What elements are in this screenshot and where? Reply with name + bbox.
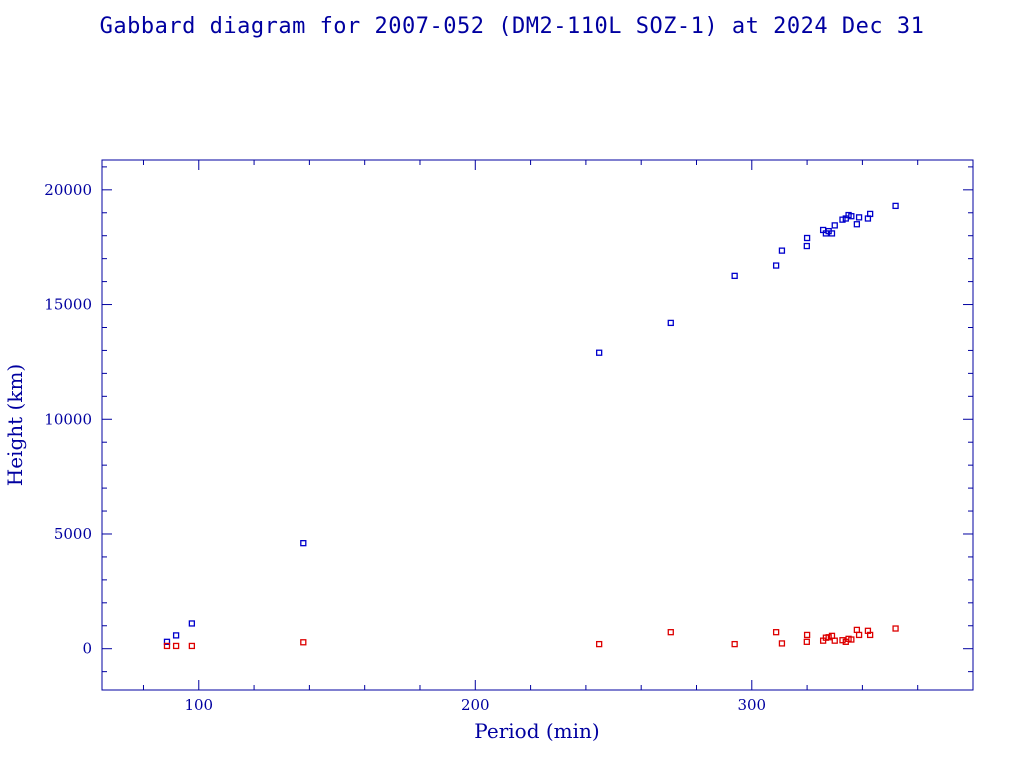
perigee-point [163,642,171,650]
x-tick-label: 200 [461,696,490,714]
y-tick-label: 20000 [44,181,92,199]
apogee-point [667,319,674,327]
data-points [163,202,899,650]
x-tick-label: 300 [737,696,766,714]
y-tick-label: 0 [82,640,92,658]
perigee-point [803,638,810,645]
perigee-point [825,634,832,641]
perigee-point [772,629,780,636]
perigee-point [188,642,196,650]
apogee-point [831,222,838,229]
apogee-point [772,262,780,269]
apogee-point [596,349,603,356]
apogee-point [300,540,307,547]
axis-ticks [102,160,974,690]
apogee-point [892,202,899,210]
perigee-point [667,629,674,636]
apogee-point [848,213,855,220]
apogee-point [188,620,196,627]
apogee-point [839,216,846,223]
x-tick-label: 100 [184,696,213,714]
y-axis-label: Height (km) [3,364,27,486]
y-tick-label: 5000 [54,525,92,543]
apogee-point [731,272,738,280]
perigee-point [172,642,180,650]
perigee-point [300,639,307,646]
apogee-point [803,234,811,242]
apogee-point [855,214,863,221]
perigee-point [778,640,786,647]
perigee-point [731,640,738,648]
x-axis-label: Period (min) [474,719,599,743]
tick-labels: 100 200 300 0 5000 10000 15000 20000 [44,181,766,714]
perigee-point [596,640,603,648]
perigee-point [803,631,811,639]
apogee-point [866,210,874,218]
perigee-point [866,631,874,639]
apogee-point [803,242,810,250]
perigee-point [853,626,861,634]
perigee-point [831,637,838,644]
apogee-point [172,632,180,639]
plot-frame [101,159,974,691]
y-tick-label: 10000 [44,410,92,428]
perigee-point [855,631,863,639]
perigee-point [892,625,899,632]
apogee-point [853,221,861,228]
perigee-point [848,636,855,643]
apogee-point [163,638,171,645]
perigee-point [839,637,846,644]
y-tick-label: 15000 [44,296,92,314]
axes-frame [101,159,974,691]
apogee-point [828,230,836,237]
chart-title: Gabbard diagram for 2007-052 (DM2-110L S… [99,14,925,39]
apogee-point [778,247,786,254]
